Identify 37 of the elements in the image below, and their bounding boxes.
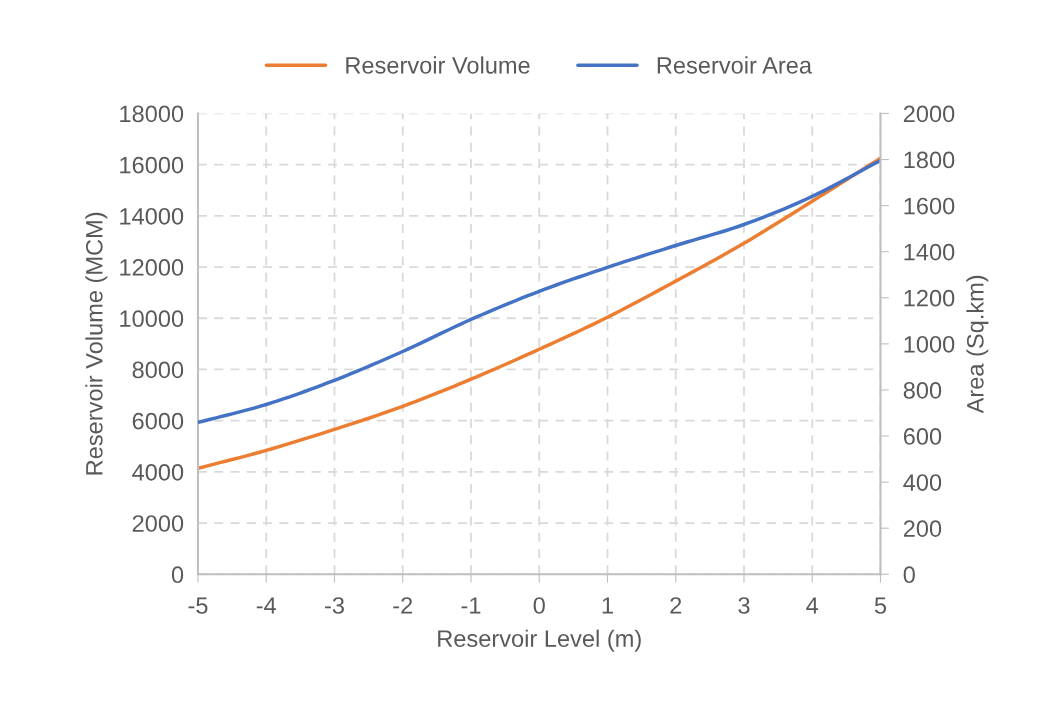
legend-label: Reservoir Volume bbox=[346, 56, 530, 74]
y-tick-label: 14000 bbox=[120, 207, 184, 225]
x-tick-label: 1 bbox=[602, 597, 613, 614]
y2-tick-label: 0 bbox=[903, 566, 915, 584]
x-tick-label: -5 bbox=[188, 597, 208, 614]
y2-tick-label: 2000 bbox=[903, 105, 955, 123]
y-tick-label: 2000 bbox=[132, 515, 184, 532]
y2-tick-label: 1800 bbox=[904, 151, 955, 169]
y2-tick-label: 1200 bbox=[904, 289, 955, 307]
legend-label: Reservoir Area bbox=[657, 56, 813, 74]
y-tick-label: 4000 bbox=[132, 463, 184, 481]
x-tick-label: -3 bbox=[325, 597, 344, 614]
y-tick-label: 10000 bbox=[120, 310, 184, 328]
x-tick-label: 3 bbox=[738, 597, 750, 614]
x-tick-label: 5 bbox=[874, 597, 887, 614]
y-tick-label: 8000 bbox=[132, 361, 184, 379]
x-tick-label: 4 bbox=[806, 597, 819, 614]
y2-tick-label: 200 bbox=[903, 520, 942, 537]
y-tick-label: 16000 bbox=[120, 156, 184, 174]
y-tick-label: 6000 bbox=[132, 412, 184, 430]
x-axis-title: Reservoir Level (m) bbox=[438, 629, 641, 652]
y2-tick-label: 1000 bbox=[904, 335, 955, 353]
x-tick-label: 2 bbox=[670, 597, 682, 614]
y-axis-title: Reservoir Volume (MCM) bbox=[85, 212, 108, 475]
x-tick-label: 0 bbox=[533, 597, 545, 614]
x-tick-label: -2 bbox=[393, 597, 413, 614]
y-tick-label: 18000 bbox=[120, 105, 184, 123]
y-tick-label: 12000 bbox=[120, 259, 184, 276]
y2-tick-label: 800 bbox=[903, 382, 942, 399]
y2-axis-title: Area (Sq.km) bbox=[966, 275, 989, 414]
y2-tick-label: 400 bbox=[903, 474, 942, 491]
y2-tick-label: 1400 bbox=[904, 243, 955, 261]
y2-tick-label: 600 bbox=[903, 428, 942, 445]
y2-tick-label: 1600 bbox=[904, 197, 955, 215]
x-tick-label: -4 bbox=[256, 597, 277, 614]
x-tick-label: -1 bbox=[461, 597, 481, 614]
y-tick-label: 0 bbox=[171, 566, 184, 584]
